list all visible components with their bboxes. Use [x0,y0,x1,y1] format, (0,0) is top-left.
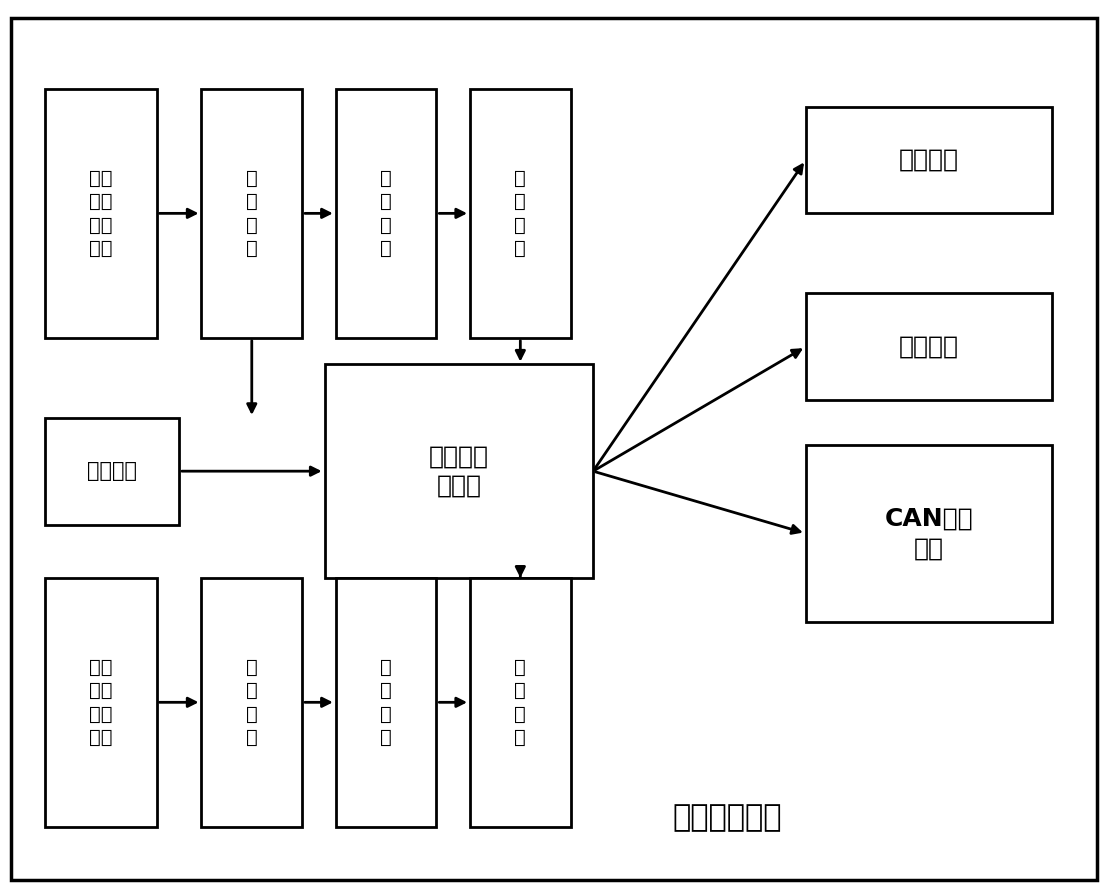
FancyBboxPatch shape [45,578,157,827]
FancyBboxPatch shape [325,364,593,578]
FancyBboxPatch shape [470,89,571,338]
Text: 隔
离
电
路: 隔 离 电 路 [246,658,257,747]
FancyBboxPatch shape [201,578,302,827]
Text: 滤
波
电
路: 滤 波 电 路 [380,658,392,747]
Text: 滤
波
电
路: 滤 波 电 路 [380,169,392,258]
Text: 信
号
调
理: 信 号 调 理 [515,658,526,747]
Text: 储能子站模块: 储能子站模块 [673,804,782,832]
FancyBboxPatch shape [806,293,1052,400]
FancyBboxPatch shape [336,578,436,827]
FancyBboxPatch shape [45,89,157,338]
FancyBboxPatch shape [45,418,179,525]
FancyBboxPatch shape [11,18,1097,880]
Text: 调试网口: 调试网口 [899,148,959,172]
FancyBboxPatch shape [201,89,302,338]
FancyBboxPatch shape [806,107,1052,213]
Text: 电源模块: 电源模块 [87,461,137,481]
FancyBboxPatch shape [336,89,436,338]
Text: 瞬时
直流
电流
测量: 瞬时 直流 电流 测量 [88,658,113,747]
Text: 信
号
调
理: 信 号 调 理 [515,169,526,258]
FancyBboxPatch shape [806,444,1052,622]
FancyBboxPatch shape [470,578,571,827]
Text: 隔
离
电
路: 隔 离 电 路 [246,169,257,258]
Text: CAN通讯
接口: CAN通讯 接口 [884,507,974,560]
Text: 显示模块: 显示模块 [899,335,959,358]
Text: 瞬时
直流
电压
测量: 瞬时 直流 电压 测量 [88,169,113,258]
Text: 浮点运算
处理器: 浮点运算 处理器 [429,444,489,498]
